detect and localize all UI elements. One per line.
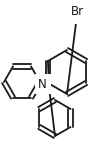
Text: Br: Br: [71, 5, 84, 18]
Text: N: N: [38, 77, 47, 90]
